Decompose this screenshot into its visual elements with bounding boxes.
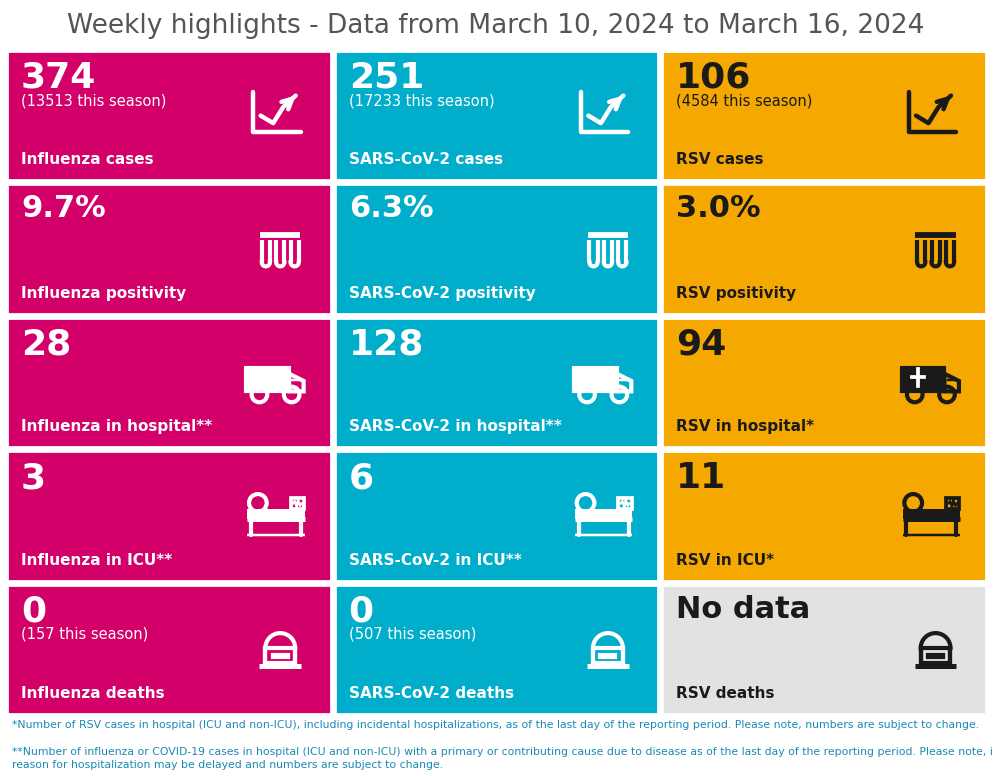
Text: Influenza in ICU**: Influenza in ICU** xyxy=(21,553,172,567)
Text: 94: 94 xyxy=(676,327,727,362)
FancyBboxPatch shape xyxy=(662,185,986,314)
Bar xyxy=(902,369,944,391)
FancyBboxPatch shape xyxy=(335,185,658,314)
Text: **Number of influenza or COVID-19 cases in hospital (ICU and non-ICU) with a pri: **Number of influenza or COVID-19 cases … xyxy=(12,747,993,771)
Text: RSV cases: RSV cases xyxy=(676,152,764,168)
Text: No data: No data xyxy=(676,594,810,624)
Text: (13513 this season): (13513 this season) xyxy=(21,93,167,108)
Text: 9.7%: 9.7% xyxy=(21,195,105,223)
Text: SARS-CoV-2 deaths: SARS-CoV-2 deaths xyxy=(349,686,513,701)
Bar xyxy=(267,511,297,518)
Text: RSV positivity: RSV positivity xyxy=(676,286,796,301)
Text: 6.3%: 6.3% xyxy=(349,195,433,223)
Text: 3.0%: 3.0% xyxy=(676,195,761,223)
Bar xyxy=(593,648,623,663)
Text: (4584 this season): (4584 this season) xyxy=(676,93,812,108)
Text: *Number of RSV cases in hospital (ICU and non-ICU), including incidental hospita: *Number of RSV cases in hospital (ICU an… xyxy=(12,720,979,730)
Bar xyxy=(574,369,617,391)
FancyBboxPatch shape xyxy=(7,51,331,180)
Bar xyxy=(595,511,625,518)
Bar xyxy=(921,648,950,663)
Text: Influenza positivity: Influenza positivity xyxy=(21,286,187,301)
Text: 374: 374 xyxy=(21,61,96,95)
FancyBboxPatch shape xyxy=(335,451,658,580)
Text: 0: 0 xyxy=(349,594,373,629)
Text: 251: 251 xyxy=(349,61,424,95)
Text: SARS-CoV-2 in hospital**: SARS-CoV-2 in hospital** xyxy=(349,419,561,435)
FancyBboxPatch shape xyxy=(7,584,331,714)
Bar xyxy=(902,369,944,391)
Text: RSV in ICU*: RSV in ICU* xyxy=(676,553,775,567)
Text: (157 this season): (157 this season) xyxy=(21,626,148,642)
Text: 128: 128 xyxy=(349,327,424,362)
FancyBboxPatch shape xyxy=(662,584,986,714)
Text: 28: 28 xyxy=(21,327,71,362)
Bar xyxy=(247,509,305,518)
Text: Influenza in hospital**: Influenza in hospital** xyxy=(21,419,213,435)
FancyBboxPatch shape xyxy=(662,318,986,447)
FancyBboxPatch shape xyxy=(335,51,658,180)
Bar xyxy=(575,509,633,518)
Text: SARS-CoV-2 cases: SARS-CoV-2 cases xyxy=(349,152,502,168)
FancyBboxPatch shape xyxy=(335,318,658,447)
Text: RSV deaths: RSV deaths xyxy=(676,686,775,701)
Bar xyxy=(946,497,959,509)
Bar xyxy=(922,511,952,518)
Text: 11: 11 xyxy=(676,461,727,495)
FancyBboxPatch shape xyxy=(662,51,986,180)
Bar xyxy=(903,509,960,518)
Text: (507 this season): (507 this season) xyxy=(349,626,476,642)
Text: (17233 this season): (17233 this season) xyxy=(349,93,495,108)
FancyBboxPatch shape xyxy=(7,318,331,447)
Text: Influenza deaths: Influenza deaths xyxy=(21,686,165,701)
Bar xyxy=(574,369,617,391)
FancyBboxPatch shape xyxy=(7,185,331,314)
Text: Weekly highlights - Data from March 10, 2024 to March 16, 2024: Weekly highlights - Data from March 10, … xyxy=(68,13,924,39)
Text: 0: 0 xyxy=(21,594,46,629)
Text: 6: 6 xyxy=(349,461,373,495)
Bar xyxy=(246,369,289,391)
Bar xyxy=(291,497,304,509)
Text: Influenza cases: Influenza cases xyxy=(21,152,154,168)
Text: 106: 106 xyxy=(676,61,752,95)
Text: RSV in hospital*: RSV in hospital* xyxy=(676,419,814,435)
Bar xyxy=(265,648,295,663)
Text: SARS-CoV-2 positivity: SARS-CoV-2 positivity xyxy=(349,286,535,301)
Bar xyxy=(246,369,289,391)
FancyBboxPatch shape xyxy=(7,451,331,580)
Text: SARS-CoV-2 in ICU**: SARS-CoV-2 in ICU** xyxy=(349,553,521,567)
Text: 3: 3 xyxy=(21,461,46,495)
FancyBboxPatch shape xyxy=(335,584,658,714)
Bar xyxy=(619,497,632,509)
FancyBboxPatch shape xyxy=(662,451,986,580)
